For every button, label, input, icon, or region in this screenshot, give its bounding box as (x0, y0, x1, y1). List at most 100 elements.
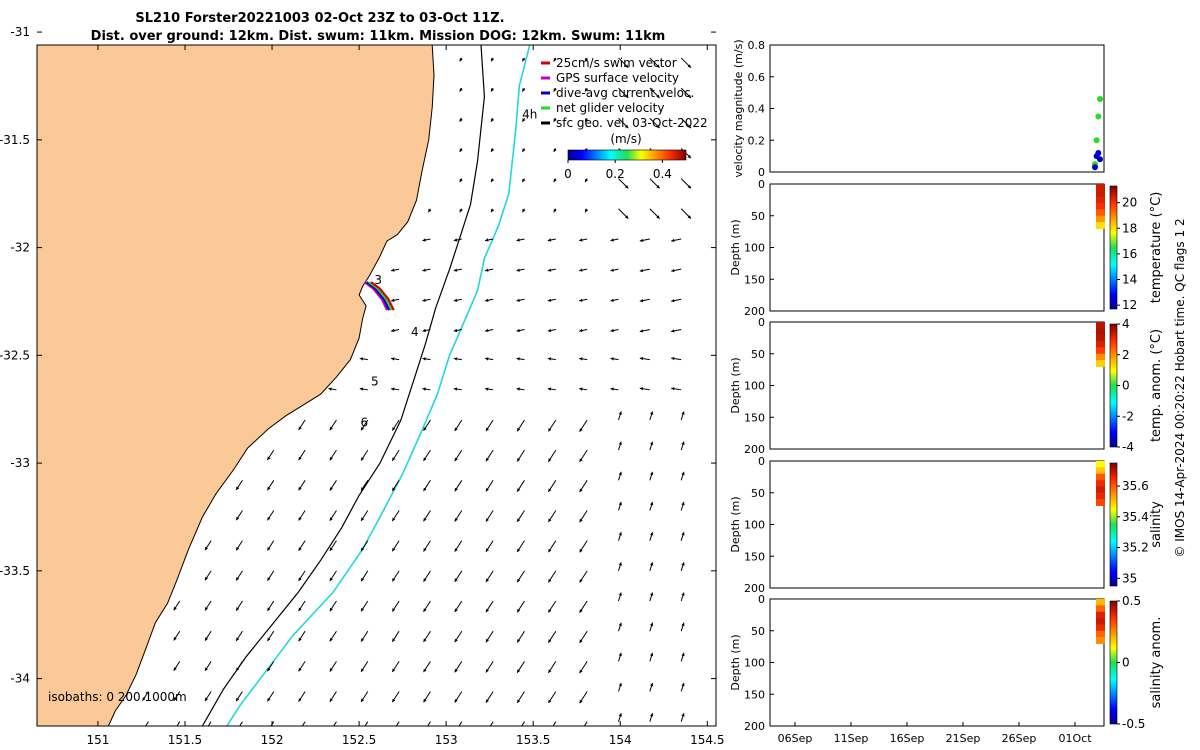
glider-track-segment (363, 281, 389, 311)
profile-cell (1096, 341, 1105, 348)
velocity-arrowhead (580, 730, 583, 734)
profile-cell (1096, 473, 1105, 481)
velocity-arrowhead (392, 729, 395, 733)
profile-cell (1096, 605, 1105, 613)
velocity-arrowhead (329, 637, 333, 642)
velocity-arrowhead (618, 652, 622, 657)
velocity-arrowhead (517, 699, 521, 703)
velocity-arrowhead (516, 357, 520, 361)
y-tick-label: 200 (744, 720, 765, 733)
velocity-ylabel: velocity magnitude (m/s) (732, 39, 745, 177)
velocity-arrowhead (681, 683, 685, 687)
velocity-arrowhead (454, 668, 458, 673)
velocity-arrowhead (205, 546, 208, 551)
velocity-arrowhead (585, 178, 589, 183)
velocity-arrowhead (579, 548, 583, 553)
velocity-arrowhead (517, 427, 521, 432)
velocity-arrowhead (618, 501, 622, 506)
velocity-arrowhead (459, 88, 463, 92)
velocity-arrowhead (298, 486, 302, 491)
velocity-arrowhead (547, 328, 552, 333)
colorbar-tick-label: 2 (1122, 348, 1130, 362)
velocity-arrowhead (454, 638, 458, 643)
velocity-arrowhead (610, 387, 614, 391)
velocity-arrowhead (485, 669, 489, 673)
velocity-arrowhead (681, 441, 685, 445)
velocity-arrowhead (298, 607, 302, 612)
velocity-arrowhead (547, 268, 552, 272)
colorbar-tick-label: 35.2 (1122, 541, 1149, 555)
velocity-arrowhead (639, 356, 644, 361)
velocity-arrowhead (579, 669, 583, 674)
velocity-arrowhead (361, 487, 365, 491)
profile-colorbar (1109, 600, 1118, 725)
velocity-arrowhead (173, 606, 177, 611)
legend-label: sfc geo. vel. 03-Oct-2022 (556, 116, 708, 130)
credit-text: © IMOS 14-Apr-2024 00:20:22 Hobart time.… (1173, 218, 1187, 557)
velocity-arrowhead (618, 471, 622, 476)
x-tick-label: 11Sep (834, 732, 869, 745)
title-line1: SL210 Forster20221003 02-Oct 23Z to 03-O… (135, 11, 504, 26)
velocity-arrowhead (618, 532, 622, 536)
colorbar-tick-label: 0.2 (606, 167, 625, 181)
velocity-arrowhead (553, 118, 557, 122)
velocity-arrowhead (329, 547, 333, 551)
velocity-arrowhead (329, 698, 333, 702)
profile-panel-2: 0 50 100 150 200 Depth (m) -4 -2 0 2 4 temp. anom. … (729, 316, 1164, 456)
colorbar-ticks: 0 0.2 0.4 (564, 160, 672, 181)
velocity-arrowhead (681, 501, 685, 506)
velocity-arrowhead (236, 637, 240, 641)
velocity-arrowhead (650, 411, 654, 415)
colorbar-label: temperature (°C) (1149, 192, 1164, 304)
velocity-arrowhead (579, 518, 583, 523)
velocity-arrowhead (516, 328, 520, 333)
velocity-arrowhead (579, 357, 583, 361)
x-tick-label: 153 (435, 733, 458, 747)
velocity-arrowhead (454, 548, 458, 552)
profile-cell (1096, 630, 1105, 638)
velocity-arrowhead (516, 387, 520, 391)
velocity-arrowhead (579, 298, 583, 302)
legend-label: 25cm/s swim vector (556, 56, 677, 70)
velocity-arrowhead (553, 57, 557, 62)
velocity-arrowhead (656, 64, 660, 68)
velocity-arrowhead (639, 268, 644, 273)
velocity-arrowhead (671, 356, 675, 361)
velocity-arrowhead (522, 208, 526, 213)
velocity-arrow (552, 721, 557, 726)
y-tick-label: 0 (758, 178, 765, 191)
profile-panel-3: 0 50 100 150 200 Depth (m) 35 35.2 35.4 35.6salin… (729, 455, 1164, 595)
velocity-arrowhead (687, 124, 691, 129)
velocity-arrowhead (522, 148, 526, 152)
map-annotations: 4h 3 4 5 6 (360, 107, 537, 429)
velocity-arrowhead (485, 457, 489, 462)
velocity-arrowhead (361, 668, 365, 672)
velocity-arrowhead (205, 667, 208, 671)
velocity-arrowhead (517, 639, 521, 643)
velocity-arrowhead (579, 428, 583, 432)
velocity-arrowhead (392, 608, 396, 612)
velocity-arrowhead (236, 577, 240, 581)
velocity-arrowhead (428, 208, 432, 213)
profile-cell (1096, 624, 1105, 632)
track-annotation: 5 (371, 375, 379, 389)
y-tick-label: 150 (744, 688, 765, 701)
velocity-arrowhead (454, 518, 458, 522)
velocity-arrowhead (650, 441, 654, 445)
y-tick-label: 200 (744, 305, 765, 318)
velocity-arrowhead (681, 471, 685, 476)
velocity-arrowhead (329, 577, 333, 582)
velocity-arrowhead (624, 124, 629, 129)
velocity-arrowhead (205, 607, 208, 611)
profile-axes-box (769, 460, 1105, 589)
legend-label: dive-avg current veloc. (556, 86, 694, 100)
velocity-arrowhead (236, 728, 239, 732)
colorbar-gradient (567, 149, 687, 161)
profile-cell (1096, 467, 1105, 475)
velocity-arrowhead (329, 426, 333, 431)
velocity-arrowhead (267, 607, 271, 611)
velocity-arrowhead (361, 547, 365, 552)
velocity-arrowhead (681, 592, 685, 596)
velocity-arrowhead (650, 562, 654, 566)
velocity-arrowhead (454, 457, 458, 462)
